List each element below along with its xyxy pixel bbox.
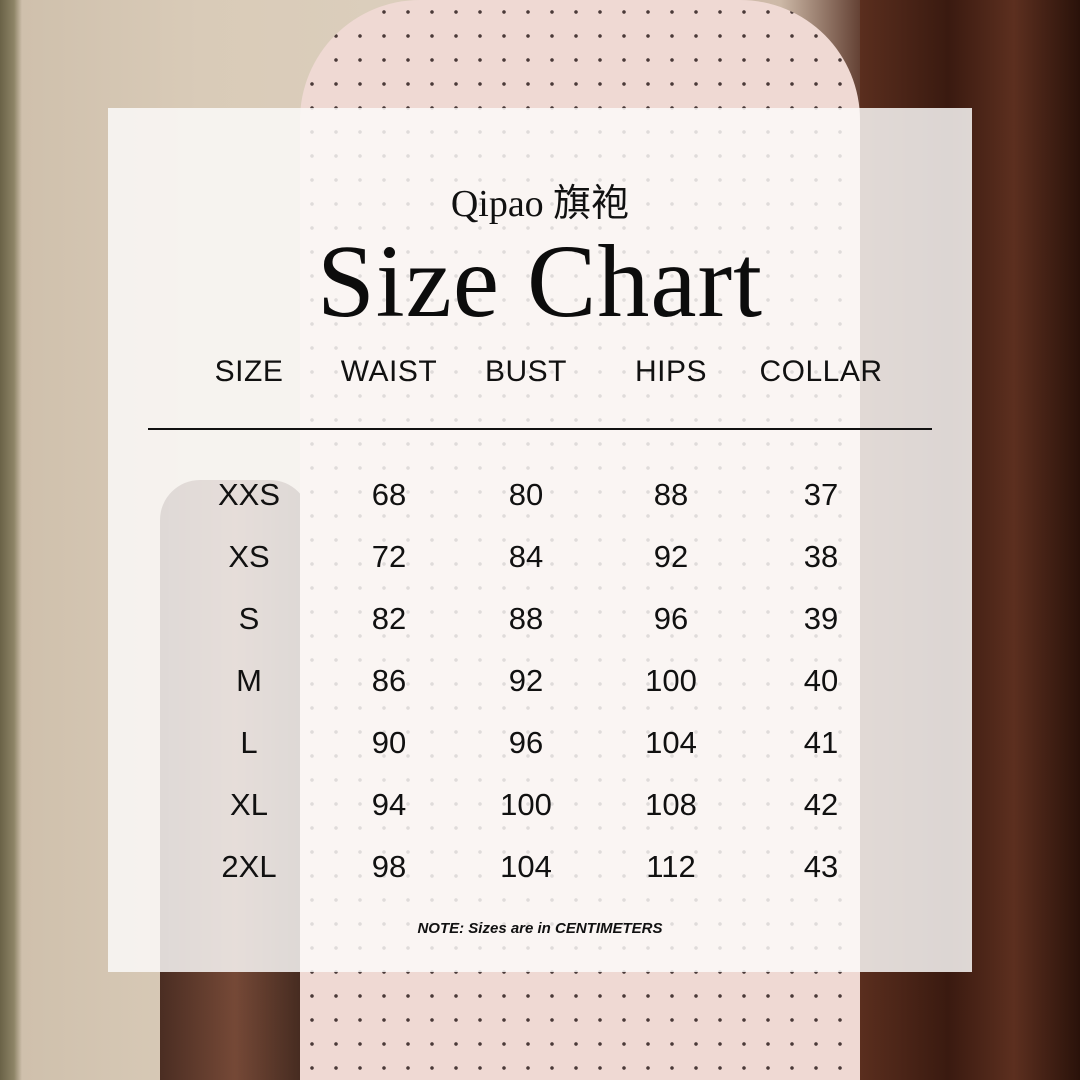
table-cell: 42	[803, 787, 839, 822]
column-header: SIZE	[214, 355, 284, 388]
size-label: M	[236, 663, 262, 698]
column-header: HIPS	[634, 355, 708, 388]
column-header: WAIST	[340, 355, 438, 388]
table-cell: 72	[371, 539, 407, 574]
table-cell: 39	[803, 601, 839, 636]
table-cell: 100	[500, 787, 552, 822]
size-label: XL	[230, 787, 268, 822]
column-header: BUST	[484, 355, 567, 388]
table-cell: 68	[371, 477, 407, 512]
table-cell: 90	[371, 725, 407, 760]
table-cell: 92	[653, 539, 689, 574]
page-title: Size Chart	[316, 224, 764, 339]
table-cell: 94	[371, 787, 407, 822]
table-cell: 80	[508, 477, 544, 512]
subtitle: Qipao 旗袍	[450, 183, 630, 225]
table-cell: 41	[803, 725, 839, 760]
table-cell: 40	[803, 663, 839, 698]
header-divider	[148, 428, 932, 430]
size-label: L	[240, 725, 258, 760]
table-cell: 88	[508, 601, 544, 636]
size-chart-panel	[108, 108, 972, 972]
column-header: COLLAR	[759, 355, 883, 388]
table-cell: 37	[803, 477, 839, 512]
table-cell: 88	[653, 477, 689, 512]
table-cell: 92	[508, 663, 544, 698]
table-cell: 96	[508, 725, 544, 760]
size-label: S	[238, 601, 260, 636]
table-cell: 100	[645, 663, 697, 698]
table-cell: 43	[803, 849, 839, 884]
table-cell: 98	[371, 849, 407, 884]
table-cell: 104	[500, 849, 552, 884]
table-cell: 96	[653, 601, 689, 636]
table-cell: 108	[645, 787, 697, 822]
table-cell: 112	[646, 849, 696, 884]
units-note: NOTE: Sizes are in CENTIMETERS	[417, 920, 663, 937]
table-cell: 38	[803, 539, 839, 574]
size-label: XXS	[217, 477, 281, 512]
table-cell: 84	[508, 539, 544, 574]
table-cell: 86	[371, 663, 407, 698]
size-label: 2XL	[221, 849, 277, 884]
size-label: XS	[228, 539, 270, 574]
table-cell: 82	[371, 601, 407, 636]
table-cell: 104	[645, 725, 697, 760]
